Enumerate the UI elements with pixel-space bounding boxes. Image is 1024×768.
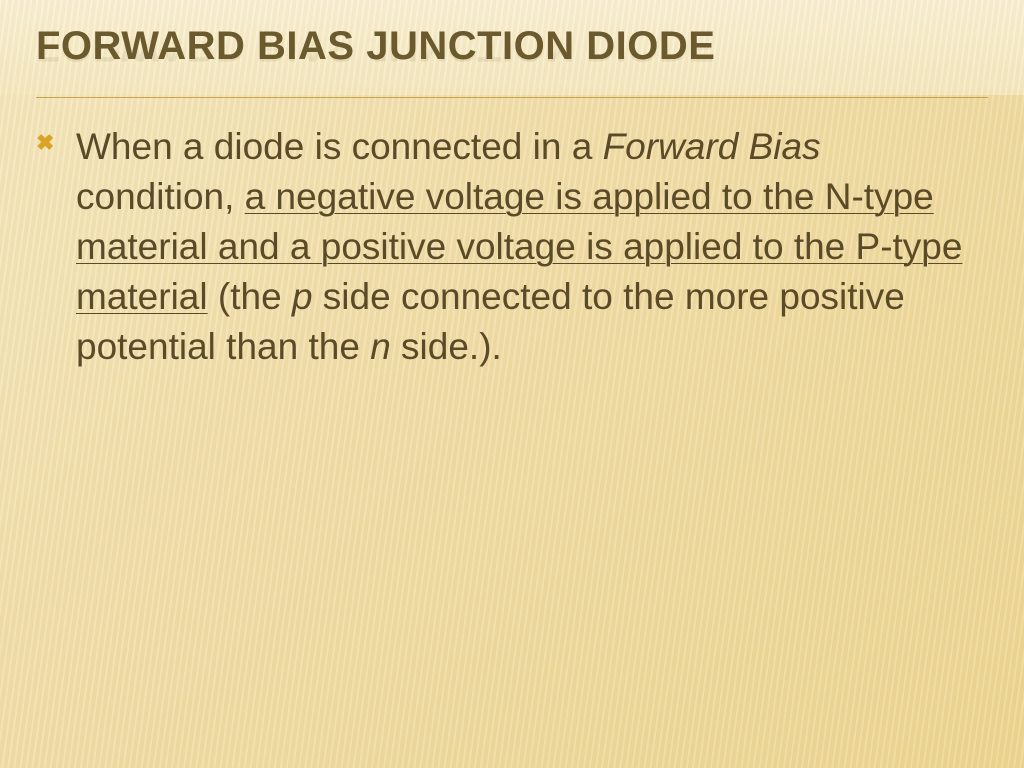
slide-container: FORWARD BIAS JUNCTION DIODE FORWARD BIAS… [0, 0, 1024, 768]
bullet-text: When a diode is connected in a Forward B… [76, 122, 988, 372]
title-divider [36, 97, 988, 98]
text-segment-italic: Forward Bias [603, 126, 821, 167]
text-segment: When a diode is connected in a [76, 126, 603, 167]
text-segment: side.). [391, 326, 502, 367]
bullet-marker-icon: ✖ [36, 130, 54, 156]
text-segment-italic: p [292, 276, 313, 317]
content-area: ✖ When a diode is connected in a Forward… [36, 122, 988, 372]
text-segment-italic: n [370, 326, 391, 367]
title-text: FORWARD BIAS JUNCTION DIODE [36, 24, 715, 68]
text-segment: condition, [76, 176, 245, 217]
text-segment: (the [208, 276, 292, 317]
slide-title: FORWARD BIAS JUNCTION DIODE FORWARD BIAS… [36, 24, 988, 69]
